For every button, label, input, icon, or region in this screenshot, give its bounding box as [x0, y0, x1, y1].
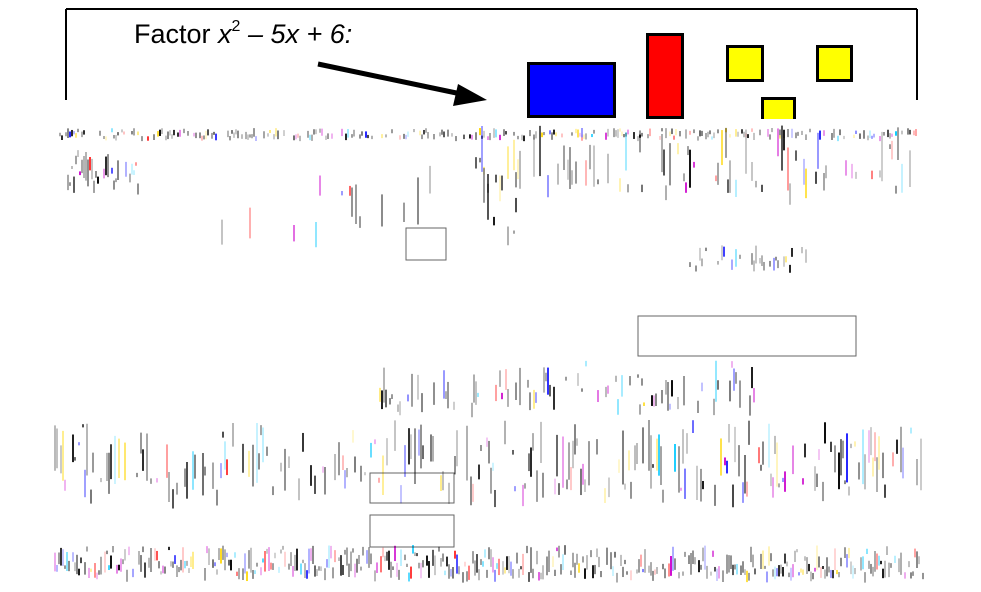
unit-tile: [726, 45, 764, 82]
noise-box: [405, 227, 447, 261]
noise-box: [369, 514, 455, 548]
prompt-rest: – 5x + 6:: [240, 19, 353, 49]
factor-prompt: Factor x2 – 5x + 6:: [134, 18, 353, 50]
prompt-exponent: 2: [231, 18, 241, 35]
unit-tile-partial: [761, 97, 796, 119]
corrupted-region-noise: [54, 125, 924, 583]
x-squared-tile: [527, 62, 616, 118]
noise-box: [637, 315, 857, 357]
prompt-lead: Factor: [134, 19, 219, 49]
pointer-arrow-head: [453, 84, 487, 106]
pointer-arrow-shaft: [317, 61, 467, 98]
noise-box: [369, 472, 455, 504]
prompt-base: x: [218, 19, 232, 49]
x-tile: [646, 33, 684, 119]
unit-tile: [816, 45, 853, 82]
